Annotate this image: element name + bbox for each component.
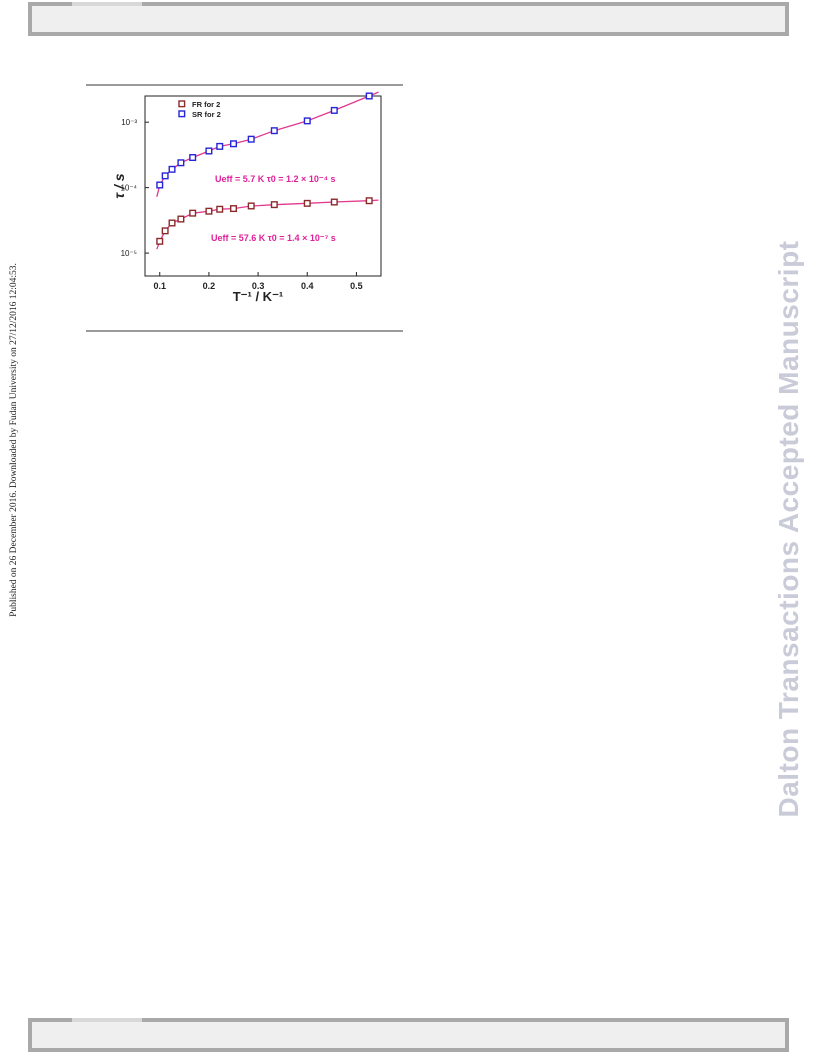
footer-tab (72, 1018, 142, 1022)
x-axis-label: T⁻¹ / K⁻¹ (233, 289, 284, 304)
data-point (229, 205, 237, 213)
legend-label: FR for 2 (192, 100, 220, 109)
y-axis-label: τ / s (111, 173, 127, 198)
data-point (156, 181, 164, 189)
legend-label: SR for 2 (192, 110, 221, 119)
data-point (270, 201, 278, 209)
data-point (216, 205, 224, 213)
x-tick-label: 0.2 (203, 281, 216, 291)
y-tick-label: 10⁻⁵ (121, 249, 137, 258)
footer-bar (28, 1018, 789, 1052)
legend-marker (178, 110, 186, 118)
sr-fit-annotation: Ueff = 5.7 K τ0 = 1.2 × 10⁻⁴ s (215, 174, 336, 184)
plot-frame (144, 95, 382, 277)
data-point (365, 92, 373, 100)
data-point (229, 140, 237, 148)
data-point (330, 198, 338, 206)
x-tick-label: 0.5 (350, 281, 363, 291)
data-point (247, 135, 255, 143)
axes (144, 95, 382, 277)
data-point (330, 106, 338, 114)
data-point (205, 207, 213, 215)
figure-frame (86, 84, 403, 332)
data-point (177, 159, 185, 167)
legend-marker (178, 100, 186, 108)
data-point (189, 154, 197, 162)
x-tick-label: 0.4 (301, 281, 314, 291)
x-tick-label: 0.1 (153, 281, 166, 291)
data-point (168, 219, 176, 227)
data-point (161, 227, 169, 235)
data-point (247, 202, 255, 210)
data-point (270, 127, 278, 135)
legend: FR for 2SR for 2 (178, 100, 221, 119)
data-point (189, 209, 197, 217)
data-point (156, 237, 164, 245)
x-tick-label: 0.3 (252, 281, 265, 291)
data-point (205, 147, 213, 155)
data-point (161, 172, 169, 180)
data-point (168, 165, 176, 173)
data-point (303, 117, 311, 125)
data-point (216, 142, 224, 150)
y-tick-label: 10⁻⁴ (120, 184, 137, 193)
data-point (365, 197, 373, 205)
header-bar (28, 2, 789, 36)
data-point (177, 215, 185, 223)
header-tab (72, 2, 142, 6)
fr-fit-annotation: Ueff = 57.6 K τ0 = 1.4 × 10⁻⁷ s (211, 233, 336, 243)
y-tick-label: 10⁻³ (121, 118, 137, 127)
data-point (303, 199, 311, 207)
